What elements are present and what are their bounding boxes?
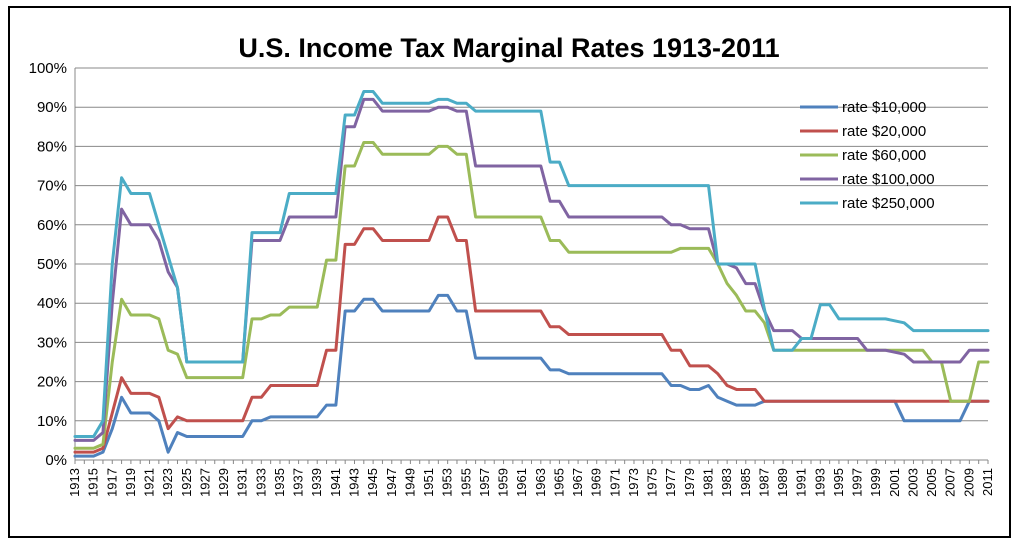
y-tick-label: 100%	[29, 60, 67, 77]
x-tick-label: 1955	[458, 468, 473, 497]
x-tick-label: 2005	[924, 468, 939, 497]
x-tick-label: 1997	[850, 468, 865, 497]
x-tick-label: 1935	[272, 468, 287, 497]
x-tick-label: 1977	[663, 468, 678, 497]
legend-label: rate $250,000	[842, 195, 935, 212]
series-line-5	[73, 90, 990, 438]
x-tick-label: 1919	[123, 468, 138, 497]
legend-label: rate $100,000	[842, 171, 935, 188]
x-tick-label: 1969	[589, 468, 604, 497]
chart-frame	[8, 6, 1011, 538]
x-tick-label: 1967	[570, 468, 585, 497]
y-tick-label: 90%	[37, 99, 67, 116]
x-tick-label: 1973	[626, 468, 641, 497]
series-line-3	[73, 140, 990, 450]
x-tick-label: 1991	[794, 468, 809, 497]
x-axis-ticks: 1913 1915 1917 1919 1921 1923 1925 1927 1929 1931…	[67, 460, 995, 497]
x-tick-label: 2009	[961, 468, 976, 497]
x-tick-label: 1927	[197, 468, 212, 497]
legend: rate $10,000 rate $20,000 rate $60,000 rate…	[800, 99, 935, 212]
x-tick-label: 1995	[831, 468, 846, 497]
x-tick-label: 1987	[756, 468, 771, 497]
chart-title: U.S. Income Tax Marginal Rates 1913-2011	[238, 33, 779, 63]
x-tick-label: 1971	[607, 468, 622, 497]
y-tick-label: 70%	[37, 178, 67, 195]
x-tick-label: 1913	[67, 468, 82, 497]
x-tick-label: 1931	[235, 468, 250, 497]
series-line-1	[73, 293, 990, 458]
x-tick-label: 1921	[142, 468, 157, 497]
y-tick-label: 40%	[37, 295, 67, 312]
x-tick-label: 1965	[551, 468, 566, 497]
x-tick-label: 1981	[701, 468, 716, 497]
x-tick-label: 1957	[477, 468, 492, 497]
legend-label: rate $20,000	[842, 123, 926, 140]
x-tick-label: 1947	[384, 468, 399, 497]
x-tick-label: 1917	[104, 468, 119, 497]
x-tick-label: 1915	[86, 468, 101, 497]
x-tick-label: 1953	[440, 468, 455, 497]
y-axis-ticks: 0% 10% 20% 30% 40% 50% 60% 70% 80% 90% 100%	[29, 60, 67, 469]
y-tick-label: 30%	[37, 334, 67, 351]
x-tick-label: 1943	[346, 468, 361, 497]
x-tick-label: 1959	[496, 468, 511, 497]
x-tick-label: 1975	[645, 468, 660, 497]
x-tick-label: 1923	[160, 468, 175, 497]
x-tick-label: 1961	[514, 468, 529, 497]
x-tick-label: 1999	[868, 468, 883, 497]
y-tick-label: 60%	[37, 217, 67, 234]
x-tick-label: 1989	[775, 468, 790, 497]
x-tick-label: 1979	[682, 468, 697, 497]
x-tick-label: 1983	[719, 468, 734, 497]
series-line-2	[73, 215, 990, 454]
x-tick-label: 1963	[533, 468, 548, 497]
x-tick-label: 1945	[365, 468, 380, 497]
legend-label: rate $60,000	[842, 147, 926, 164]
legend-label: rate $10,000	[842, 99, 926, 116]
x-tick-label: 1933	[253, 468, 268, 497]
y-tick-label: 0%	[45, 452, 67, 469]
x-tick-label: 2003	[905, 468, 920, 497]
x-tick-label: 1937	[291, 468, 306, 497]
x-tick-label: 1951	[421, 468, 436, 497]
y-tick-label: 50%	[37, 256, 67, 273]
x-tick-label: 1993	[812, 468, 827, 497]
x-tick-label: 2011	[980, 468, 995, 496]
x-tick-label: 2001	[887, 468, 902, 497]
y-tick-label: 10%	[37, 413, 67, 430]
series-lines	[73, 90, 990, 458]
y-tick-label: 20%	[37, 374, 67, 391]
x-tick-label: 1941	[328, 468, 343, 497]
x-tick-label: 1939	[309, 468, 324, 497]
y-tick-label: 80%	[37, 138, 67, 155]
x-tick-label: 1925	[179, 468, 194, 497]
x-tick-label: 1929	[216, 468, 231, 497]
x-tick-label: 1949	[402, 468, 417, 497]
x-tick-label: 1985	[738, 468, 753, 497]
x-tick-label: 2007	[943, 468, 958, 497]
